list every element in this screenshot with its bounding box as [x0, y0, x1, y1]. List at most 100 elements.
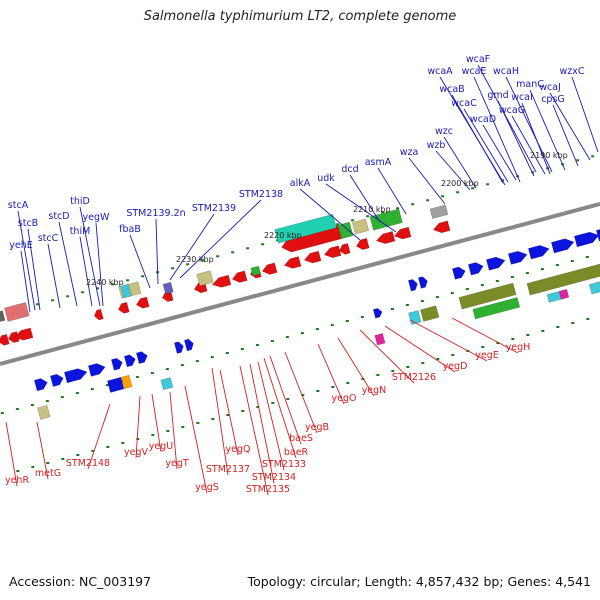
thiD-gene-glyph [106, 376, 125, 393]
leader-line [79, 236, 93, 307]
forward-gene-glyph [63, 368, 88, 384]
gene-label-stcc: stcC [38, 233, 59, 244]
leader-line [79, 206, 101, 307]
leader-line [5, 421, 18, 487]
stc-gene-glyph [37, 404, 51, 420]
gene-label-yegn: yegN [362, 385, 387, 396]
gene-label-stca: stcA [8, 200, 29, 211]
reverse-gene-glyph [211, 274, 232, 288]
gene-label-stm2138: STM2138 [239, 189, 283, 200]
leader-line [482, 124, 517, 181]
gene-label-stcb: stcB [18, 218, 38, 229]
leader-line [317, 343, 345, 405]
gene-label-wzb: wzb [427, 140, 446, 151]
gene-label-wzc: wzc [435, 126, 453, 137]
yegE-gene-glyph [369, 208, 403, 231]
leader-line [384, 325, 456, 373]
leader-line [571, 76, 599, 153]
thiM-gene-glyph [120, 374, 133, 390]
forward-gene-glyph [550, 238, 575, 254]
yegU-gene-glyph [120, 283, 132, 299]
forward-gene-glyph [173, 341, 184, 354]
gene-label-wzxc: wzxC [559, 66, 584, 77]
gene-label-yegb: yegB [305, 422, 329, 433]
forward-gene-glyph [485, 256, 506, 271]
gene-label-wcab: wcaB [439, 84, 464, 95]
gene-label-wcag: wcaG [499, 105, 525, 116]
leader-line [263, 357, 297, 459]
gene-label-wcaj: wcaJ [539, 82, 561, 93]
forward-gene-glyph [135, 351, 148, 364]
reverse-gene-glyph [323, 245, 342, 259]
leader-line [409, 319, 488, 362]
gene-label-gmd: gmd [487, 90, 508, 101]
gene-label-wcaf: wcaF [466, 54, 490, 65]
gene-label-yegu: yegU [149, 441, 173, 452]
reverse-gene-glyph [13, 327, 34, 341]
reverse-gene-glyph [338, 242, 351, 255]
leader-line [95, 222, 104, 307]
leader-line [377, 167, 407, 215]
kbp-marker: 2220 kbp [264, 231, 302, 240]
gene-label-stcd: stcD [48, 211, 69, 222]
leader-line [58, 221, 78, 307]
gene-label-yegt: yegT [165, 458, 188, 469]
yegS-gene-glyph [196, 270, 214, 287]
leader-line [552, 104, 579, 167]
leader-line [477, 64, 537, 173]
forward-gene-glyph [451, 266, 466, 280]
gene-label-baes: baeS [289, 433, 313, 444]
leader-line [529, 89, 566, 171]
gene-label-wcah: wcaH [493, 66, 519, 77]
forward-gene-glyph [87, 363, 106, 377]
reverse-gene-glyph [231, 270, 248, 283]
baeR-gene-glyph [250, 265, 261, 277]
reverse-gene-glyph [283, 256, 302, 269]
backbone-line [0, 202, 600, 366]
forward-gene-glyph [573, 231, 600, 248]
leader-line [17, 210, 36, 311]
reverse-gene-glyph [393, 226, 412, 240]
leader-line [135, 395, 141, 459]
gene-label-yegw: yegW [83, 212, 110, 223]
STM2126-gene-glyph [337, 221, 354, 240]
gene-label-fbab: fbaB [119, 224, 141, 235]
gene-label-yegq: yegQ [226, 444, 251, 455]
forward-gene-glyph [407, 278, 418, 292]
gene-label-manc: manC [516, 79, 544, 90]
gene-label-stm2126: STM2126 [392, 372, 436, 383]
reverse-gene-glyph [117, 301, 130, 314]
gene-label-thim: thiM [70, 226, 91, 237]
leader-line [549, 92, 591, 161]
gene-label-metg: metG [35, 468, 61, 479]
forward-gene-glyph [417, 276, 428, 289]
leader-line [511, 115, 546, 175]
leader-line [47, 243, 61, 309]
gmd-gene-glyph [558, 289, 570, 300]
leader-line [257, 361, 285, 471]
gene-label-wcai: wcaI [511, 92, 533, 103]
leader-line [36, 421, 49, 480]
leader-line [443, 136, 477, 189]
position-ticks [0, 155, 595, 473]
gene-label-yehr: yehR [5, 475, 29, 486]
gene-label-yegh: yegH [506, 342, 531, 353]
leader-line [239, 365, 269, 496]
yegN-gene-glyph [274, 213, 337, 244]
fbaB-gene-glyph [160, 377, 174, 391]
leader-line [497, 100, 535, 177]
gene-label-alka: alkA [290, 178, 311, 189]
leader-line [299, 188, 361, 241]
forward-gene-glyph [183, 338, 194, 352]
kbp-marker: 2210 kbp [353, 205, 391, 214]
gene-label-wza: wza [400, 147, 419, 158]
forward-gene-glyph [507, 250, 528, 265]
wza-gene-glyph [458, 282, 517, 310]
gene-label-baer: baeR [284, 447, 309, 458]
label-leaders [5, 64, 599, 496]
leader-line [249, 363, 275, 484]
yegD-gene-glyph [351, 218, 370, 235]
reverse-gene-glyph [135, 296, 150, 309]
leader-line [87, 403, 111, 470]
